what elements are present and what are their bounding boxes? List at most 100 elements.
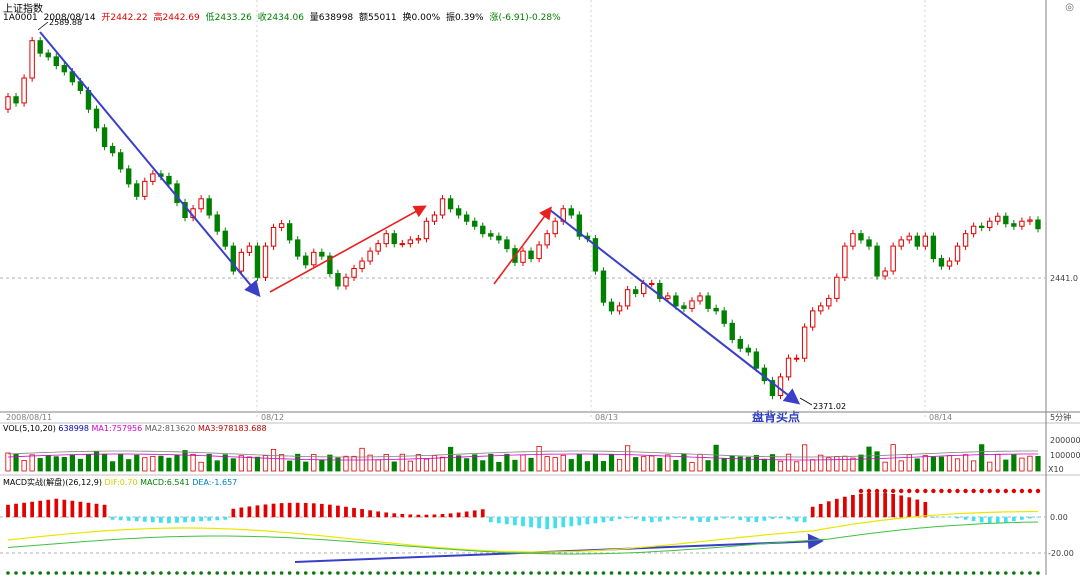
macd-signal-dot-bottom	[38, 571, 42, 575]
macd-histogram-bar	[344, 506, 348, 518]
candle-body	[351, 268, 357, 278]
macd-histogram-bar	[714, 516, 718, 521]
volume-bar	[480, 460, 486, 472]
macd-histogram-bar	[311, 503, 316, 518]
macd-histogram-bar	[625, 516, 630, 519]
candle-body	[890, 245, 896, 272]
candle-body	[552, 220, 558, 235]
macd-histogram-bar	[802, 516, 807, 523]
candle-body	[423, 220, 430, 240]
macd-signal-dot-top	[923, 488, 928, 494]
candle-body	[303, 255, 309, 266]
candle-body	[697, 295, 703, 302]
macd-signal-dot-bottom	[633, 571, 638, 575]
macd-histogram-bar	[770, 516, 775, 519]
macd-signal-dot-bottom	[183, 571, 187, 575]
volume-bar	[858, 454, 864, 472]
macd-histogram-bar	[545, 516, 549, 530]
macd-signal-dot-bottom	[915, 571, 920, 575]
macd-signal-dot-top	[1019, 488, 1025, 494]
volume-bar	[842, 455, 848, 472]
macd-signal-dot-top	[882, 488, 888, 494]
macd-signal-dot-bottom	[923, 571, 928, 575]
macd-histogram-bar	[6, 504, 10, 518]
candle-body	[230, 245, 237, 272]
macd-signal-dot-bottom	[102, 571, 107, 575]
macd-histogram-bar	[94, 503, 99, 518]
volume-bar	[576, 454, 582, 472]
volume-bar	[142, 457, 148, 472]
volume-bar	[721, 458, 727, 472]
candle-body	[480, 225, 486, 235]
macd-signal-dot-top	[987, 488, 992, 494]
macd-signal-dot-bottom	[320, 571, 324, 575]
candle-body	[53, 56, 59, 67]
macd-dea: DEA:-1.657	[192, 478, 238, 487]
volume-bar	[230, 458, 236, 472]
macd-histogram-bar	[199, 516, 203, 522]
macd-signal-dot-bottom	[714, 571, 718, 575]
volume-bar	[488, 453, 494, 472]
settings-icon[interactable]: ◎	[1065, 2, 1074, 13]
volume-bar	[69, 454, 75, 472]
candle-body	[681, 305, 687, 309]
volume-bar	[665, 454, 671, 472]
macd-signal-dot-bottom	[947, 571, 952, 575]
macd-histogram-bar	[867, 492, 871, 518]
macd-histogram-bar	[271, 503, 276, 518]
macd-signal-dot-bottom	[746, 571, 751, 575]
macd-histogram-bar	[440, 514, 445, 518]
macd-histogram-bar	[955, 516, 960, 519]
macd-histogram-bar	[384, 512, 389, 518]
volume-bar	[761, 458, 768, 472]
vol-ma3: MA3:978183.688	[198, 424, 267, 433]
low-pointer	[799, 397, 813, 406]
macd-signal-dot-top	[979, 488, 984, 494]
macd-histogram-bar	[126, 516, 131, 521]
macd-signal-dot-bottom	[432, 571, 437, 575]
high-pointer	[37, 21, 49, 31]
candle-body	[335, 273, 341, 287]
volume-bar	[174, 454, 180, 472]
macd-histogram-bar	[665, 516, 670, 520]
macd-signal-dot-bottom	[553, 571, 557, 575]
candle-body	[21, 77, 27, 104]
candle-body	[842, 245, 848, 278]
macd-signal-dot-bottom	[78, 571, 83, 575]
candle-body	[930, 235, 937, 260]
candle-body	[294, 239, 301, 257]
candle-body	[270, 226, 277, 247]
candle-body	[946, 260, 953, 267]
volume-value: 量638998	[309, 13, 354, 23]
macd-signal-dot-bottom	[94, 571, 99, 575]
macd-histogram-bar	[110, 516, 115, 520]
macd-histogram-bar	[368, 510, 372, 518]
macd-signal-dot-top	[890, 488, 896, 494]
candle-body	[689, 300, 695, 309]
volume-bar	[110, 461, 116, 472]
volume-bar	[270, 448, 277, 472]
macd-histogram-bar	[167, 516, 171, 524]
macd-histogram-bar	[46, 499, 51, 518]
volume-bar	[439, 456, 446, 472]
macd-signal-dot-top	[939, 488, 944, 494]
macd-histogram-bar	[376, 511, 381, 518]
macd-signal-dot-bottom	[641, 571, 646, 575]
macd-histogram-bar	[14, 503, 18, 518]
volume-bar	[785, 453, 792, 472]
candle-body	[439, 198, 446, 216]
macd-signal-dot-bottom	[440, 571, 445, 575]
candle-body	[624, 289, 631, 307]
volume-bar	[544, 456, 550, 472]
right-price-label: 2441.0	[1050, 274, 1078, 283]
candle-body	[536, 244, 542, 260]
macd-signal-dot-bottom	[513, 571, 517, 575]
volume-bar	[1035, 456, 1041, 472]
macd-histogram-bar	[1012, 516, 1016, 522]
candle-body	[745, 347, 752, 353]
macd-histogram-bar	[54, 498, 59, 518]
macd-signal-dot-bottom	[456, 571, 461, 575]
macd-signal-dot-bottom	[649, 571, 654, 575]
macd-signal-dot-bottom	[786, 571, 791, 575]
macd-signal-dot-bottom	[521, 571, 525, 575]
